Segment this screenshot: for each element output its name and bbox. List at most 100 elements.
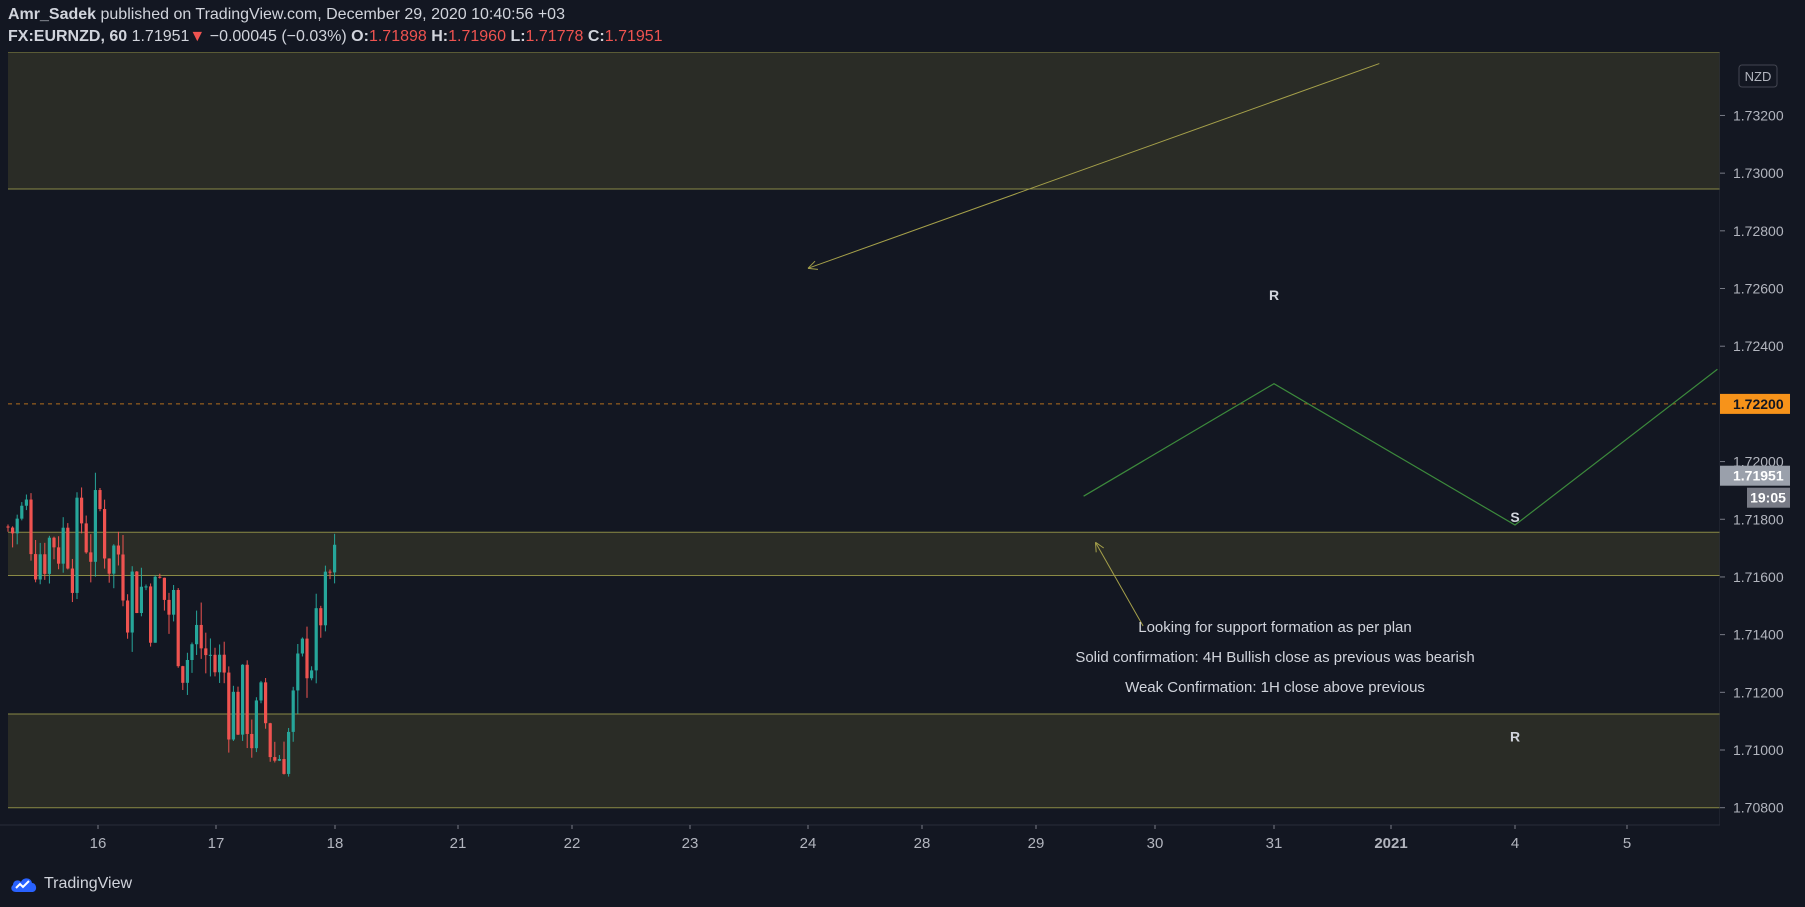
arrow-head-1-0 — [1095, 542, 1097, 553]
candle-body — [167, 599, 171, 615]
candle-body — [93, 490, 97, 562]
projection-path — [1083, 368, 1718, 526]
tradingview-cloud-icon — [11, 878, 37, 892]
candle-body — [112, 545, 116, 574]
time-tick-label: 23 — [682, 835, 699, 852]
note-2: Weak Confirmation: 1H close above previo… — [1125, 679, 1425, 696]
candle-body — [250, 733, 254, 749]
annotation-s-1: S — [1510, 509, 1519, 525]
candle-body — [139, 586, 143, 614]
low-value: 1.71778 — [525, 28, 584, 45]
note-0: Looking for support formation as per pla… — [1138, 619, 1412, 636]
candle-body — [277, 759, 281, 761]
time-tick-label: 31 — [1266, 835, 1283, 852]
candle-body — [11, 527, 15, 534]
candle-body — [107, 558, 111, 574]
candle-body — [195, 624, 199, 645]
candle-body — [204, 648, 208, 656]
high-value: 1.71960 — [448, 28, 506, 45]
candle-body — [227, 672, 231, 740]
symbol-line: FX:EURNZD, 60 1.71951▼ −0.00045 (−0.03%)… — [8, 26, 663, 48]
candle-body — [273, 757, 277, 761]
price-tick-label: 1.70800 — [1733, 800, 1784, 816]
symbol-label: FX:EURNZD, 60 — [8, 28, 128, 45]
candle-body — [259, 682, 263, 701]
zone-2 — [8, 713, 1720, 808]
annotation-r-2: R — [1510, 728, 1520, 744]
candle-body — [199, 624, 203, 649]
last-price: 1.71951 — [131, 28, 190, 45]
open-label: O: — [351, 28, 369, 45]
candle-body — [319, 608, 323, 626]
candle-body — [153, 576, 157, 643]
candle-body — [126, 600, 130, 633]
candle-body — [121, 554, 125, 601]
open-value: 1.71898 — [368, 28, 427, 45]
candle-body — [162, 577, 166, 600]
last-price-text: 1.71951 — [1733, 468, 1784, 484]
candle-body — [47, 537, 51, 574]
tradingview-logo[interactable]: TradingView — [10, 872, 132, 896]
candle-body — [190, 644, 194, 660]
candle-body — [29, 499, 33, 555]
arrow-head-1-1 — [1095, 541, 1105, 549]
author-name[interactable]: Amr_Sadek — [8, 6, 97, 23]
close-value: 1.71951 — [604, 28, 663, 45]
candle-body — [181, 666, 185, 683]
chart-header: Amr_Sadek published on TradingView.com, … — [8, 4, 663, 52]
time-tick-label: 18 — [327, 835, 344, 852]
candle-body — [323, 571, 327, 626]
candle-body — [20, 505, 24, 519]
time-axis[interactable]: 16 17 18 21 22 23 24 28 29 30 31 2021 4 5 — [0, 824, 1720, 860]
price-tick-label: 1.72800 — [1733, 223, 1784, 239]
candle-body — [172, 589, 176, 615]
candle-body — [98, 490, 102, 510]
arrow-line-0 — [807, 63, 1380, 269]
candle-body — [291, 690, 295, 732]
price-tick-label: 1.73000 — [1733, 165, 1784, 181]
time-tick-label: 5 — [1623, 835, 1631, 852]
candle-body — [24, 499, 28, 506]
candle-body — [333, 544, 337, 573]
price-tick-label: 1.71400 — [1733, 627, 1784, 643]
time-tick-label: 2021 — [1374, 835, 1407, 852]
price-axis[interactable]: 1.73200 1.73000 1.72800 1.72600 1.72400 1.722… — [1719, 52, 1805, 860]
candle-body — [116, 545, 120, 555]
candle-body — [268, 723, 272, 758]
price-chart[interactable]: R S R Looking for support formation as per … — [0, 52, 1805, 860]
close-label: C: — [587, 28, 605, 45]
arrow-line-1 — [1095, 542, 1144, 627]
candle-body — [149, 586, 153, 643]
candle-body — [34, 554, 38, 580]
price-tick-label: 1.71200 — [1733, 684, 1784, 700]
price-tick-label: 1.72600 — [1733, 281, 1784, 297]
price-change: −0.00045 (−0.03%) — [209, 28, 347, 45]
time-tick-label: 16 — [90, 835, 107, 852]
publish-line: Amr_Sadek published on TradingView.com, … — [8, 4, 663, 26]
candle-body — [300, 638, 304, 654]
price-tag-text: 1.72200 — [1733, 396, 1784, 412]
candle-body — [282, 759, 286, 774]
candle-body — [135, 571, 139, 614]
time-tick-label: 28 — [914, 835, 931, 852]
candle-body — [75, 497, 79, 593]
candle-body — [130, 571, 134, 633]
price-tick-label: 1.73200 — [1733, 107, 1784, 123]
price-tick-label: 1.71800 — [1733, 511, 1784, 527]
candle-body — [52, 537, 56, 548]
candle-body — [254, 700, 258, 749]
candle-body — [241, 664, 245, 735]
candle-body — [185, 659, 189, 683]
candle-body — [103, 509, 107, 559]
candle-body — [264, 682, 268, 724]
high-label: H: — [431, 28, 449, 45]
candle-body — [158, 576, 162, 578]
candle-body — [43, 554, 47, 574]
arrow-head-0-0 — [807, 267, 818, 270]
down-arrow-icon: ▼ — [189, 28, 206, 45]
candle-body — [213, 654, 217, 673]
last-price-tag — [1720, 465, 1790, 486]
candle-body — [222, 654, 226, 673]
zones-layer — [8, 52, 1720, 809]
candle-body — [66, 527, 70, 569]
